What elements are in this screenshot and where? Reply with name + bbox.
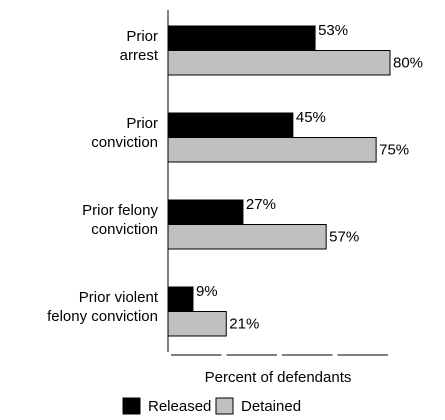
value-label: 45% (296, 109, 326, 126)
y-tick-label: Prior (126, 28, 158, 45)
legend-swatch (122, 397, 141, 415)
value-label: 9% (196, 283, 218, 300)
value-label: 53% (318, 22, 348, 39)
value-label: 21% (229, 315, 259, 332)
y-tick-label: Prior felony (82, 202, 158, 219)
bar (167, 311, 227, 337)
legend-label: Detained (241, 398, 301, 415)
y-tick-label: Prior violent (79, 289, 159, 306)
value-label: 80% (393, 54, 423, 71)
legend-swatch (215, 397, 234, 415)
legend-label: Released (148, 398, 211, 415)
value-label: 27% (246, 196, 276, 213)
value-label: 57% (329, 228, 359, 245)
y-tick-label: conviction (91, 221, 158, 238)
x-axis-label: Percent of defendants (205, 369, 352, 386)
value-label: 75% (379, 141, 409, 158)
y-tick-label: conviction (91, 134, 158, 151)
bar (167, 25, 316, 51)
bar (167, 50, 391, 76)
y-tick-label: Prior (126, 115, 158, 132)
bar (167, 137, 377, 163)
y-tick-label: felony conviction (47, 308, 158, 325)
bar (167, 199, 244, 225)
bar (167, 286, 194, 312)
bar (167, 224, 327, 250)
y-tick-label: arrest (120, 47, 159, 64)
bar (167, 112, 294, 138)
